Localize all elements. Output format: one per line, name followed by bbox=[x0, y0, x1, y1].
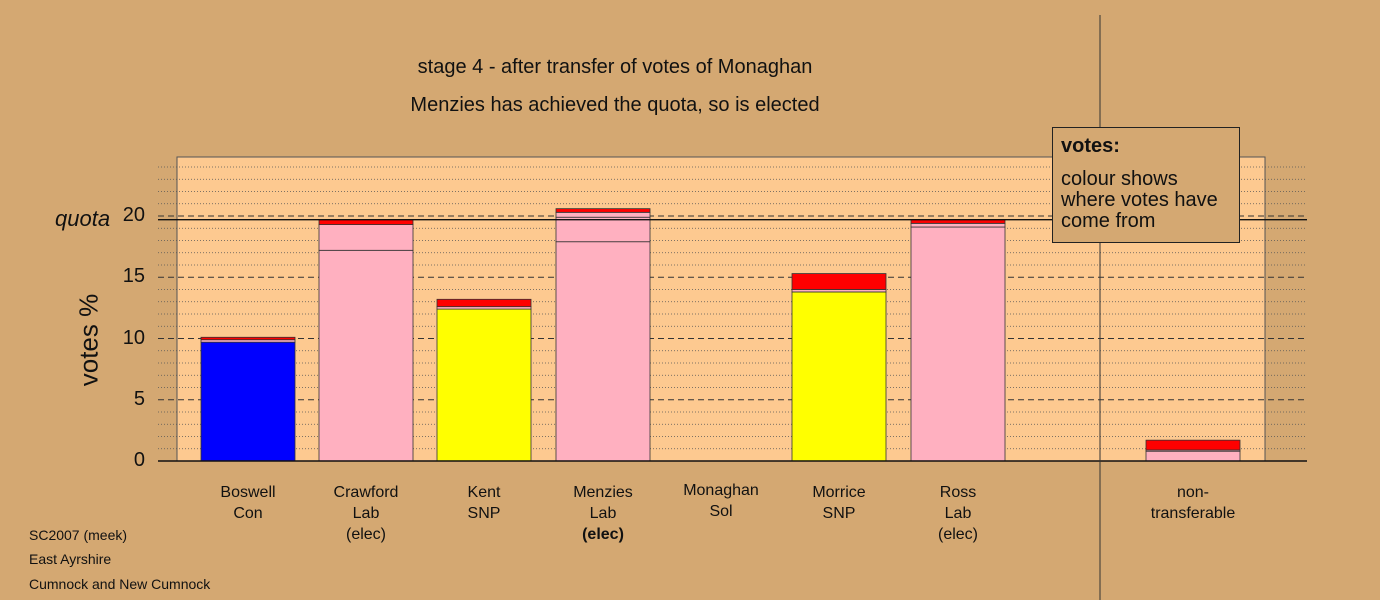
footer-line-1: SC2007 (meek) bbox=[29, 527, 128, 543]
bars bbox=[200, 208, 1241, 462]
bar-segment bbox=[555, 241, 651, 462]
bar-segment bbox=[200, 341, 296, 462]
bar-segment bbox=[791, 291, 887, 462]
bar-segment bbox=[436, 308, 532, 462]
category-label: non-transferable bbox=[1150, 484, 1236, 522]
bar-segment bbox=[791, 273, 887, 290]
bar-segment bbox=[318, 219, 414, 225]
y-tick-label: 0 bbox=[133, 449, 145, 471]
footer-line-3: Cumnock and New Cumnock bbox=[29, 576, 211, 592]
bar-segment bbox=[555, 211, 651, 218]
y-tick-label: 5 bbox=[133, 387, 145, 410]
category-label: Crawford Lab (elec) bbox=[333, 484, 399, 543]
bar-segment bbox=[1145, 450, 1241, 462]
bar-segment bbox=[436, 298, 532, 308]
bar-segment bbox=[1145, 439, 1241, 451]
bar-segment bbox=[318, 224, 414, 251]
y-axis-label: votes % bbox=[73, 293, 104, 387]
bar-segment bbox=[555, 216, 651, 243]
bar-segment bbox=[910, 226, 1006, 462]
legend: votes: colour shows where votes have com… bbox=[1052, 127, 1240, 243]
category-label: Monaghan Sol bbox=[683, 482, 759, 520]
category-label: Morrice SNP bbox=[812, 484, 866, 522]
y-tick-label: 10 bbox=[122, 326, 145, 349]
bar-segment bbox=[318, 249, 414, 462]
quota-label: quota bbox=[55, 206, 111, 231]
category-label: Menzies Lab (elec) bbox=[573, 484, 633, 543]
y-tick-label: 15 bbox=[122, 265, 145, 288]
legend-text: colour shows where votes have come from bbox=[1061, 168, 1218, 232]
chart-title: stage 4 - after transfer of votes of Mon… bbox=[417, 56, 813, 78]
category-label: Kent SNP bbox=[467, 484, 501, 522]
bar-segment bbox=[200, 336, 296, 341]
y-tick-label: 20 bbox=[122, 204, 145, 226]
category-label: Ross Lab (elec) bbox=[937, 484, 978, 543]
legend-title: votes: bbox=[1061, 135, 1120, 157]
footer-line-2: East Ayrshire bbox=[29, 551, 112, 567]
bar-segment bbox=[910, 222, 1006, 228]
bar-segment bbox=[555, 208, 651, 213]
chart-subtitle: Menzies has achieved the quota, so is el… bbox=[410, 94, 820, 116]
category-label: Boswell Con bbox=[220, 484, 276, 522]
